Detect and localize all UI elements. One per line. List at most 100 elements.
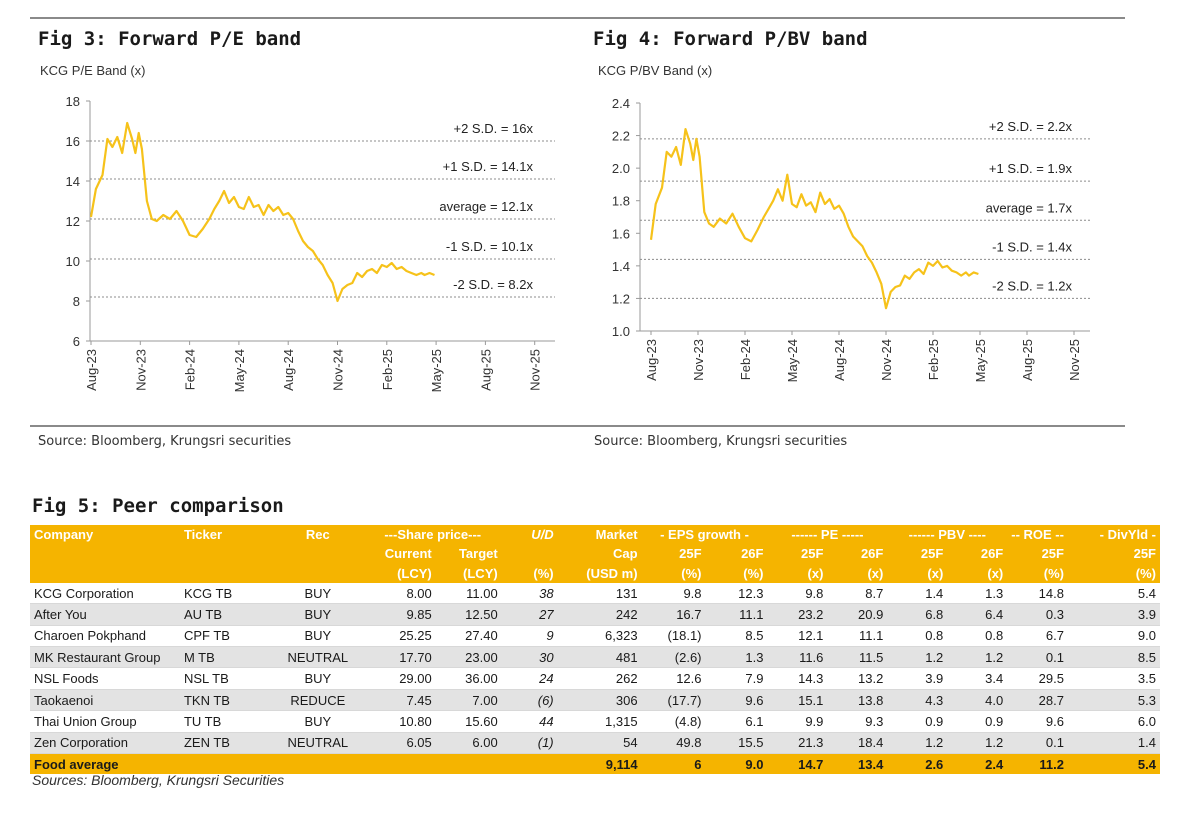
cell-pbv-26f: 6.4 bbox=[947, 603, 1008, 626]
avg-eps-26f: 9.0 bbox=[705, 753, 768, 775]
avg-eps-25f: 6 bbox=[641, 753, 706, 775]
table-row: MK Restaurant Group M TB NEUTRAL 17.70 23.00… bbox=[30, 646, 1160, 669]
cell-pbv-25f: 0.8 bbox=[887, 625, 948, 648]
header-market: Market bbox=[557, 525, 642, 545]
cell-target: 6.00 bbox=[435, 732, 502, 755]
fig5-title: Fig 5: Peer comparison bbox=[32, 495, 284, 517]
cell-pbv-25f: 4.3 bbox=[887, 689, 948, 712]
fig3-title: Fig 3: Forward P/E band bbox=[38, 28, 302, 50]
cell-ud: 30 bbox=[501, 646, 558, 669]
header-unit-pe-26f: (x) bbox=[827, 563, 888, 583]
cell-pe-25f: 9.8 bbox=[767, 582, 828, 605]
cell-company: Zen Corporation bbox=[30, 732, 180, 755]
pbv-y-tick-label: 1.8 bbox=[612, 194, 630, 209]
pe-y-tick-label: 14 bbox=[66, 174, 80, 189]
avg-divyld-25f: 5.4 bbox=[1067, 753, 1160, 775]
cell-roe-25f: 29.5 bbox=[1007, 667, 1068, 690]
header-share-price: ---Share price--- bbox=[363, 525, 502, 545]
cell-roe-25f: 14.8 bbox=[1007, 582, 1068, 605]
cell-company: MK Restaurant Group bbox=[30, 646, 180, 669]
cell-ud: (6) bbox=[501, 689, 558, 712]
cell-target: 7.00 bbox=[435, 689, 502, 712]
header-current: Current bbox=[363, 544, 436, 564]
fig3-source: Source: Bloomberg, Krungsri securities bbox=[38, 434, 292, 449]
pbv-series-line bbox=[649, 128, 979, 310]
cell-market-cap: 131 bbox=[557, 582, 642, 605]
cell-pbv-26f: 3.4 bbox=[947, 667, 1008, 690]
cell-ticker: NSL TB bbox=[179, 667, 272, 690]
cell-eps-25f: 12.6 bbox=[641, 667, 706, 690]
table-header-row-1: Company Ticker Rec ---Share price--- U/D… bbox=[30, 525, 1160, 545]
band-charts: 6 8 10 12 14 16 18 Aug-23 Nov-23 Feb-24 May-24 Aug-… bbox=[66, 94, 1090, 392]
pbv-x-tick-label: Feb-25 bbox=[926, 339, 941, 380]
cell-eps-26f: 12.3 bbox=[705, 582, 768, 605]
table-row: KCG Corporation KCG TB BUY 8.00 11.00 38 131 9.… bbox=[30, 582, 1160, 605]
pbv-x-tick-label: Aug-23 bbox=[644, 339, 659, 381]
header-ud: U/D bbox=[501, 525, 558, 545]
pbv-y-tick-label: 2.2 bbox=[612, 129, 630, 144]
avg-blank bbox=[363, 753, 558, 775]
pbv-y-tick-label: 2.4 bbox=[612, 96, 630, 111]
pe-band-label-2: average = 12.1x bbox=[439, 199, 533, 214]
cell-pbv-25f: 1.2 bbox=[887, 732, 948, 755]
cell-eps-26f: 8.5 bbox=[705, 625, 768, 648]
cell-eps-26f: 7.9 bbox=[705, 667, 768, 690]
header-unit-pbv-25f: (x) bbox=[887, 563, 948, 583]
avg-label: Food average bbox=[30, 753, 364, 775]
pbv-x-tick-label: May-25 bbox=[973, 339, 988, 382]
cell-rec: BUY bbox=[271, 710, 364, 733]
cell-eps-25f: (17.7) bbox=[641, 689, 706, 712]
cell-market-cap: 6,323 bbox=[557, 625, 642, 648]
cell-rec: NEUTRAL bbox=[271, 732, 364, 755]
cell-market-cap: 306 bbox=[557, 689, 642, 712]
pe-x-tick-label: Aug-24 bbox=[281, 349, 296, 391]
pe-band-label-1: +1 S.D. = 14.1x bbox=[443, 159, 534, 174]
header-unit-cap: (USD m) bbox=[557, 563, 642, 583]
cell-ticker: AU TB bbox=[179, 603, 272, 626]
cell-pe-26f: 11.1 bbox=[827, 625, 888, 648]
cell-pe-26f: 13.8 bbox=[827, 689, 888, 712]
header-unit-eps-25f: (%) bbox=[641, 563, 706, 583]
cell-eps-25f: 49.8 bbox=[641, 732, 706, 755]
header-unit-ud: (%) bbox=[501, 563, 558, 583]
header-eps-26f: 26F bbox=[705, 544, 768, 564]
cell-pbv-26f: 1.2 bbox=[947, 732, 1008, 755]
cell-pe-26f: 13.2 bbox=[827, 667, 888, 690]
cell-company: After You bbox=[30, 603, 180, 626]
pbv-x-tick-label: Nov-23 bbox=[691, 339, 706, 381]
cell-pe-25f: 15.1 bbox=[767, 689, 828, 712]
pe-x-tick-label: Aug-25 bbox=[478, 349, 493, 391]
cell-pbv-26f: 4.0 bbox=[947, 689, 1008, 712]
pbv-band-label-0: +2 S.D. = 2.2x bbox=[989, 119, 1073, 134]
header-pbv: ------ PBV ---- bbox=[887, 525, 1008, 545]
pe-x-tick-label: Feb-24 bbox=[183, 349, 198, 390]
pbv-y-tick-label: 1.0 bbox=[612, 324, 630, 339]
cell-eps-26f: 6.1 bbox=[705, 710, 768, 733]
cell-divyld-25f: 3.5 bbox=[1067, 667, 1160, 690]
cell-company: KCG Corporation bbox=[30, 582, 180, 605]
pbv-x-tick-label: Aug-24 bbox=[832, 339, 847, 381]
cell-divyld-25f: 5.4 bbox=[1067, 582, 1160, 605]
header-unit-pbv-26f: (x) bbox=[947, 563, 1008, 583]
fig4-title: Fig 4: Forward P/BV band bbox=[593, 28, 868, 50]
cell-current: 29.00 bbox=[363, 667, 436, 690]
table-row: Zen Corporation ZEN TB NEUTRAL 6.05 6.00 (1) 5… bbox=[30, 732, 1160, 755]
header-pbv-26f: 26F bbox=[947, 544, 1008, 564]
cell-market-cap: 242 bbox=[557, 603, 642, 626]
cell-roe-25f: 9.6 bbox=[1007, 710, 1068, 733]
header-cap: Cap bbox=[557, 544, 642, 564]
cell-ticker: M TB bbox=[179, 646, 272, 669]
cell-current: 7.45 bbox=[363, 689, 436, 712]
header-unit-current: (LCY) bbox=[363, 563, 436, 583]
cell-company: Taokaenoi bbox=[30, 689, 180, 712]
pbv-x-tick-label: Feb-24 bbox=[738, 339, 753, 380]
cell-ud: (1) bbox=[501, 732, 558, 755]
header-target: Target bbox=[435, 544, 502, 564]
pe-x-tick-label: Nov-25 bbox=[528, 349, 543, 391]
cell-pbv-26f: 1.3 bbox=[947, 582, 1008, 605]
header-rec: Rec bbox=[271, 525, 364, 545]
cell-ticker: CPF TB bbox=[179, 625, 272, 648]
header-roe-25f: 25F bbox=[1007, 544, 1068, 564]
pbv-x-tick-label: Aug-25 bbox=[1020, 339, 1035, 381]
cell-eps-26f: 11.1 bbox=[705, 603, 768, 626]
